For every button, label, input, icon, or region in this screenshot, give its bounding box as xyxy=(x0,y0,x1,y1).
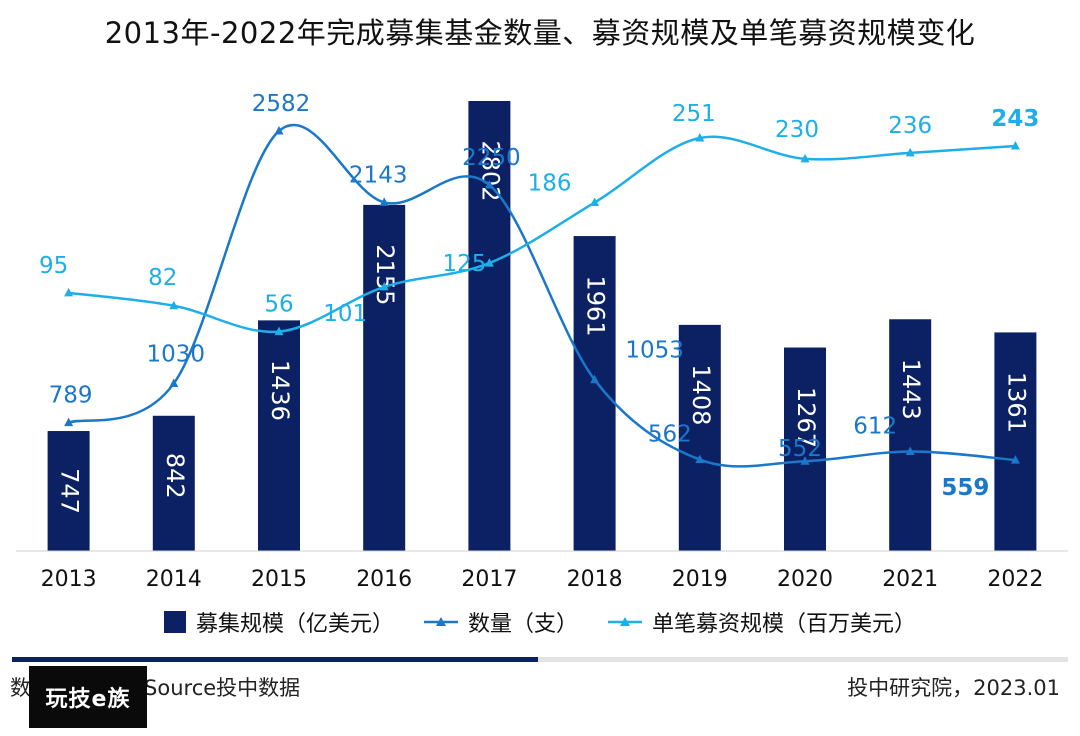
count-label-2016: 2143 xyxy=(349,162,408,188)
x-tick-2022: 2022 xyxy=(987,567,1043,592)
bar-label-2021: 1443 xyxy=(897,359,925,420)
legend-label-count: 数量（支） xyxy=(467,612,578,637)
footer-divider-dark xyxy=(12,657,538,662)
avg-marker-2020 xyxy=(800,153,810,163)
x-tick-2019: 2019 xyxy=(672,567,728,592)
bar-label-2019: 1408 xyxy=(687,364,715,425)
count-label-2019: 562 xyxy=(648,422,692,448)
bar-2021 xyxy=(889,319,932,551)
bar-label-2013: 747 xyxy=(56,468,84,514)
bar-2013 xyxy=(47,431,90,551)
avg-label-2013: 95 xyxy=(39,253,68,279)
avg-marker-2021 xyxy=(905,147,915,157)
legend-swatch-bar xyxy=(163,611,186,633)
count-marker-2014 xyxy=(169,378,179,387)
avg-label-2017: 125 xyxy=(442,251,486,277)
avg-line xyxy=(68,135,1016,334)
avg-label-2018: 186 xyxy=(528,171,572,197)
bar-label-2022: 1361 xyxy=(1002,372,1030,433)
avg-marker-2013 xyxy=(64,287,74,297)
avg-label-2016: 101 xyxy=(323,301,367,327)
bar-2017 xyxy=(468,101,511,551)
count-label-2014: 1030 xyxy=(147,341,206,367)
chart-plot: 747 842 1436 2155 2802 1961 1408 1267 1443 1361 20… xyxy=(16,91,1068,592)
count-marker-2017 xyxy=(484,180,494,189)
bar-label-2016: 2155 xyxy=(371,244,399,305)
count-label-2022: 559 xyxy=(941,475,989,501)
watermark-logo: 玩技e族 xyxy=(29,666,147,728)
legend-swatch-avg-line xyxy=(608,617,642,626)
avg-marker-2016 xyxy=(379,281,389,291)
bar-2015 xyxy=(258,320,300,551)
bar-label-2014: 842 xyxy=(161,453,189,499)
count-marker-2021 xyxy=(905,446,915,455)
bar-label-2015: 1436 xyxy=(266,360,294,421)
avg-marker-2019 xyxy=(695,133,705,142)
credit-line: 投中研究院，2023.01 xyxy=(847,676,1060,700)
x-tick-2015: 2015 xyxy=(251,567,307,592)
count-label-2020: 552 xyxy=(778,436,822,462)
avg-marker-2022 xyxy=(1010,140,1020,150)
x-tick-2017: 2017 xyxy=(461,567,517,592)
count-marker-2018 xyxy=(590,374,600,384)
count-marker-2020 xyxy=(800,456,810,465)
legend-label-avg: 单笔募资规模（百万美元） xyxy=(652,612,917,637)
avg-marker-2015 xyxy=(274,326,284,336)
x-tick-2018: 2018 xyxy=(567,567,623,592)
avg-marker-2014 xyxy=(169,300,179,310)
count-label-2018: 1053 xyxy=(625,338,684,364)
count-marker-2016 xyxy=(379,197,389,206)
avg-label-2022: 243 xyxy=(991,106,1039,132)
count-marker-2013 xyxy=(64,417,74,427)
avg-label-2019: 251 xyxy=(672,101,716,127)
count-line xyxy=(68,123,1016,468)
footer-divider-light xyxy=(538,657,1068,662)
count-label-2015: 2582 xyxy=(252,91,311,117)
x-tick-2016: 2016 xyxy=(356,567,412,592)
legend-label-scale: 募集规模（亿美元） xyxy=(195,612,394,637)
chart-legend: 募集规模（亿美元） 数量（支） 单笔募资规模（百万美元） xyxy=(0,606,1080,638)
avg-label-2020: 230 xyxy=(775,117,819,143)
bar-label-2020: 1267 xyxy=(792,387,820,448)
count-marker-2019 xyxy=(695,454,705,464)
avg-label-2015: 56 xyxy=(264,292,293,318)
count-label-2017: 2250 xyxy=(462,145,521,171)
bar-2019 xyxy=(678,324,721,551)
bar-2016 xyxy=(363,204,406,551)
legend-item-scale: 募集规模（亿美元） xyxy=(163,606,394,638)
count-label-2021: 612 xyxy=(853,413,897,439)
x-tick-2020: 2020 xyxy=(777,567,833,592)
avg-marker-2018 xyxy=(590,197,600,207)
x-tick-2014: 2014 xyxy=(146,567,202,592)
count-marker-2022 xyxy=(1010,455,1020,464)
bar-2020 xyxy=(784,347,826,551)
avg-label-2021: 236 xyxy=(888,113,932,139)
bar-2018 xyxy=(573,236,616,551)
chart-title: 2013年-2022年完成募集基金数量、募资规模及单笔募资规模变化 xyxy=(104,16,976,50)
count-label-2013: 789 xyxy=(49,383,93,409)
avg-label-2014: 82 xyxy=(148,265,177,291)
bar-2014 xyxy=(152,415,195,551)
x-tick-2021: 2021 xyxy=(882,567,938,592)
bar-2022 xyxy=(994,332,1037,551)
bar-label-2018: 1961 xyxy=(582,276,610,337)
legend-item-avg: 单笔募资规模（百万美元） xyxy=(608,606,916,638)
bar-label-2017: 2802 xyxy=(476,140,504,201)
x-tick-2013: 2013 xyxy=(41,567,97,592)
count-marker-2015 xyxy=(274,126,284,135)
avg-marker-2017 xyxy=(484,258,494,267)
legend-swatch-count-line xyxy=(423,617,458,626)
legend-item-count: 数量（支） xyxy=(423,606,578,638)
